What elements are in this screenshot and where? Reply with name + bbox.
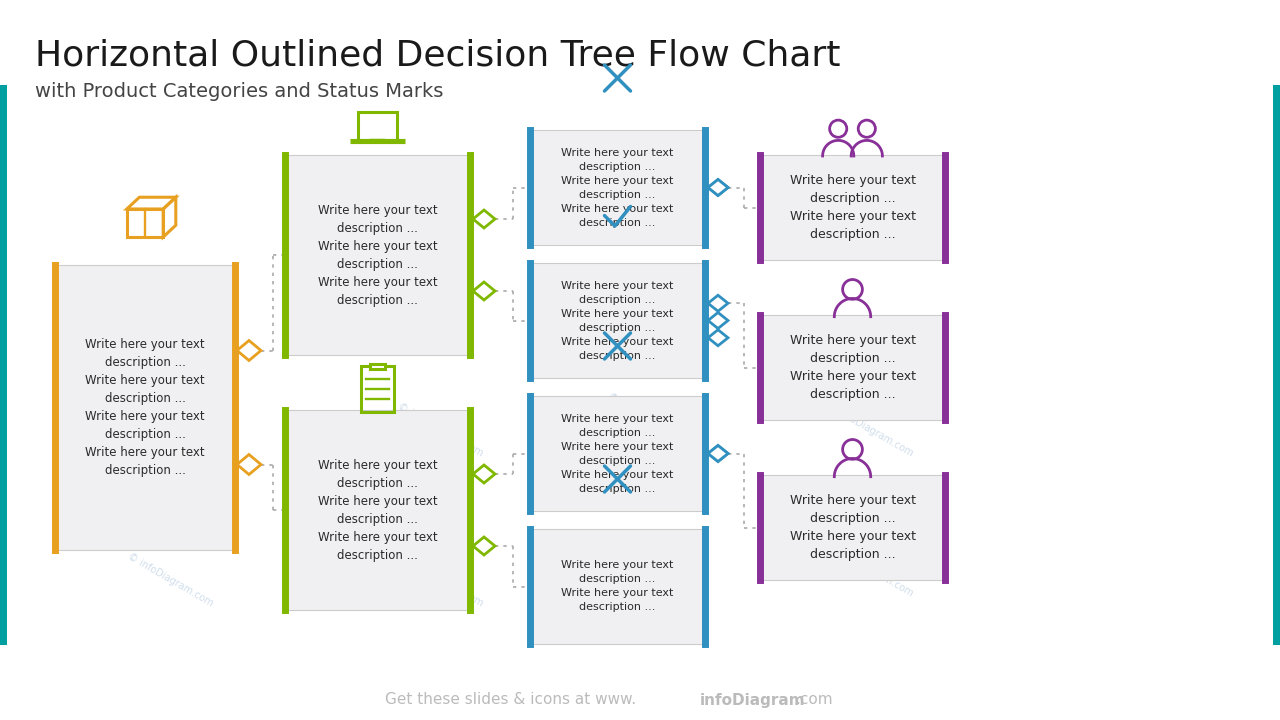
Polygon shape [708, 295, 728, 311]
Bar [760, 475, 945, 580]
Polygon shape [237, 454, 261, 474]
Text: © infoDiagram.com: © infoDiagram.com [605, 531, 695, 588]
Bar [530, 263, 705, 378]
Polygon shape [708, 446, 728, 462]
Text: Write here your text
description ...
Write here your text
description ...
Write : Write here your text description ... Wri… [562, 148, 673, 228]
Polygon shape [708, 312, 728, 328]
Polygon shape [474, 282, 495, 300]
Bar [358, 112, 397, 141]
Text: Write here your text
description ...
Write here your text
description ...
Write : Write here your text description ... Wri… [562, 413, 673, 493]
Polygon shape [474, 537, 495, 555]
Text: © infoDiagram.com: © infoDiagram.com [125, 402, 215, 459]
Text: Write here your text
description ...
Write here your text
description ...
Write : Write here your text description ... Wri… [86, 338, 205, 477]
Text: Horizontal Outlined Decision Tree Flow Chart: Horizontal Outlined Decision Tree Flow C… [35, 38, 841, 72]
Bar [285, 410, 470, 610]
Polygon shape [474, 210, 495, 228]
Text: Write here your text
description ...
Write here your text
description ...
Write : Write here your text description ... Wri… [317, 204, 438, 307]
Text: © infoDiagram.com: © infoDiagram.com [396, 552, 484, 608]
Text: © infoDiagram.com: © infoDiagram.com [826, 541, 914, 598]
Bar [530, 130, 705, 245]
Bar [55, 265, 236, 550]
Text: © infoDiagram.com: © infoDiagram.com [125, 552, 215, 608]
Text: Get these slides & icons at www.: Get these slides & icons at www. [385, 693, 636, 708]
Bar [285, 155, 470, 355]
Polygon shape [708, 330, 728, 346]
Bar [760, 155, 945, 260]
Polygon shape [237, 341, 261, 361]
Text: © infoDiagram.com: © infoDiagram.com [396, 402, 484, 459]
Text: Write here your text
description ...
Write here your text
description ...: Write here your text description ... Wri… [790, 334, 915, 401]
Polygon shape [708, 446, 728, 462]
Bar [127, 209, 164, 237]
Text: with Product Categories and Status Marks: with Product Categories and Status Marks [35, 82, 443, 101]
Bar [1274, 85, 1280, 645]
Text: Write here your text
description ...
Write here your text
description ...
Write : Write here your text description ... Wri… [562, 281, 673, 361]
Bar [530, 529, 705, 644]
Text: Write here your text
description ...
Write here your text
description ...: Write here your text description ... Wri… [790, 174, 915, 241]
Text: © infoDiagram.com: © infoDiagram.com [605, 392, 695, 449]
Bar [530, 396, 705, 511]
Bar [370, 364, 385, 369]
Polygon shape [474, 465, 495, 483]
Bar [361, 366, 394, 412]
Polygon shape [708, 179, 728, 196]
Text: infoDiagram: infoDiagram [700, 693, 805, 708]
Bar [760, 315, 945, 420]
Text: Write here your text
description ...
Write here your text
description ...
Write : Write here your text description ... Wri… [317, 459, 438, 562]
Polygon shape [708, 179, 728, 196]
Text: Write here your text
description ...
Write here your text
description ...: Write here your text description ... Wri… [790, 494, 915, 561]
Bar [0, 85, 6, 645]
Text: © infoDiagram.com: © infoDiagram.com [826, 402, 914, 459]
Text: .com: .com [795, 693, 832, 708]
Text: Write here your text
description ...
Write here your text
description ...: Write here your text description ... Wri… [562, 560, 673, 613]
